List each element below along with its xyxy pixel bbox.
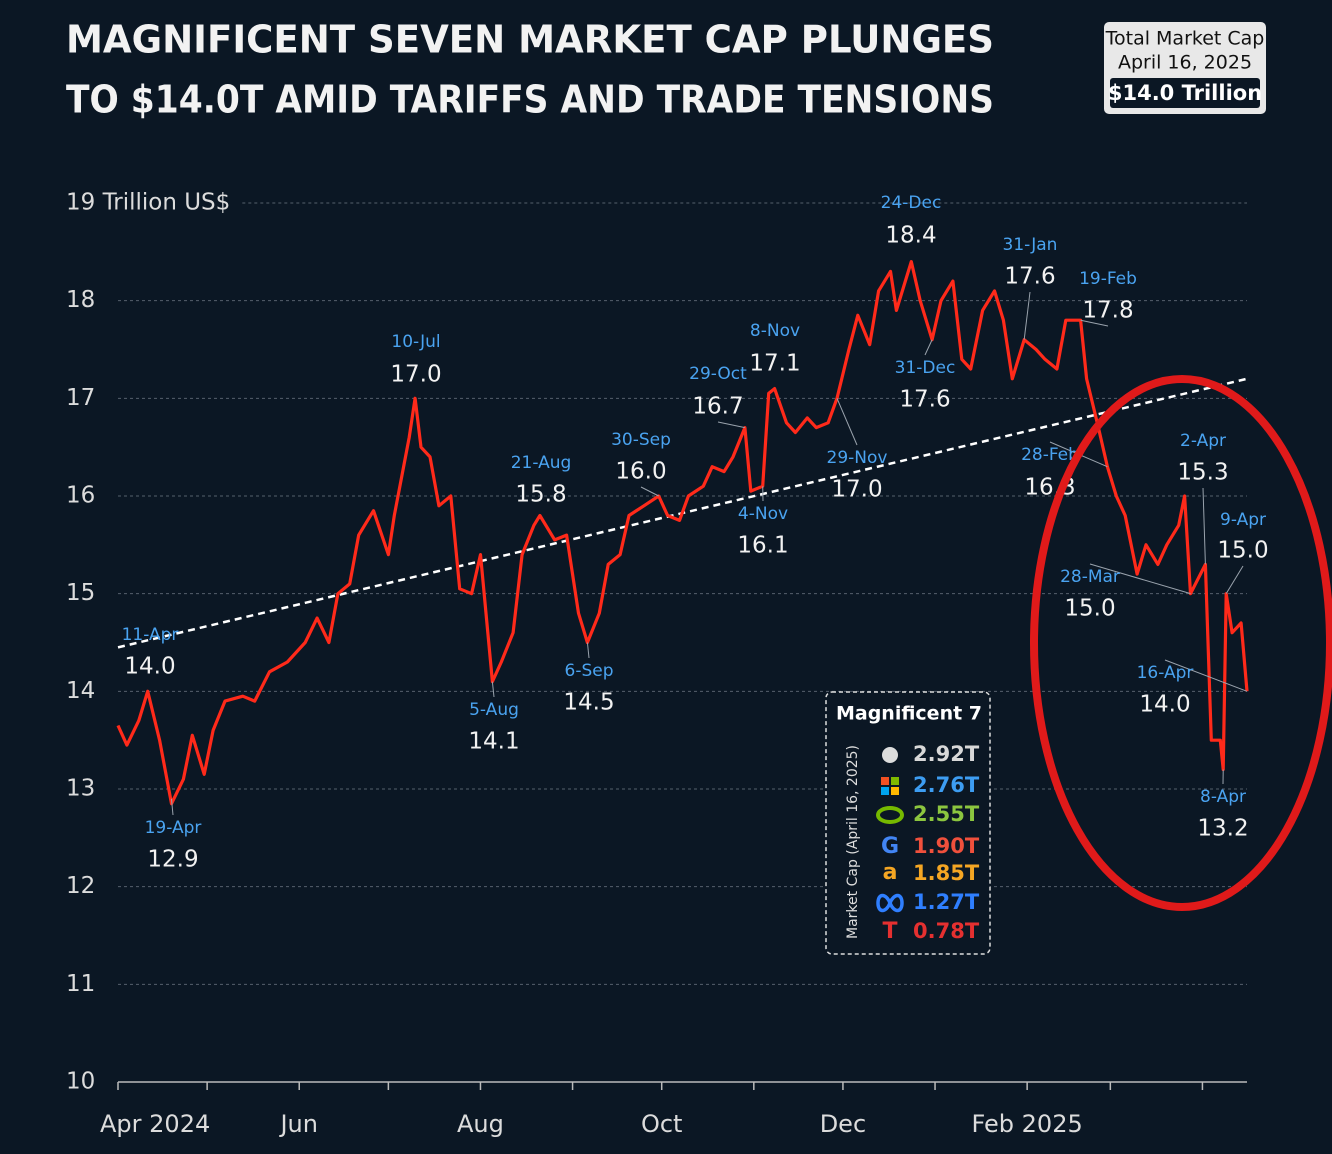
annotation-value: 14.0 — [1139, 692, 1190, 718]
annotation-date: 28-Mar — [1060, 567, 1120, 587]
leader-line — [717, 421, 745, 429]
annotation-value: 16.7 — [692, 394, 743, 420]
leader-line — [491, 681, 495, 698]
plot: 10 11 12 13 14 15 16 17 18 19 Trillion US$ Apr 202… — [66, 190, 1269, 1139]
apple-icon — [882, 747, 898, 763]
legend-subtitle: Market Cap (April 16, 2025) — [845, 745, 861, 939]
annotation-date: 31-Dec — [895, 358, 956, 378]
annotation-date: 28-Feb — [1021, 445, 1079, 465]
annotation-date: 6-Sep — [565, 661, 614, 681]
chart-title: MAGNIFICENT SEVEN MARKET CAP PLUNGES — [66, 18, 994, 62]
summary-title: Total Market Cap — [1105, 28, 1265, 50]
leader-line — [1164, 659, 1248, 692]
summary-date: April 16, 2025 — [1118, 52, 1252, 74]
annotation-value: 14.0 — [124, 654, 175, 680]
legend-value: 2.76T — [913, 773, 980, 797]
data-line — [116, 260, 1249, 806]
y-tick-label: 12 — [66, 873, 95, 899]
y-tick-label: 15 — [66, 580, 95, 606]
y-tick-label: 14 — [66, 678, 95, 704]
annotation-date: 30-Sep — [611, 430, 671, 450]
annotation-value: 18.4 — [885, 223, 936, 249]
microsoft-icon — [881, 777, 899, 795]
y-tick-label: 13 — [66, 776, 95, 802]
leader-line — [1080, 319, 1109, 327]
chart-title: TO $14.0T AMID TARIFFS AND TRADE TENSION… — [66, 78, 994, 122]
annotation-value: 17.0 — [390, 362, 441, 388]
annotation-date: 16-Apr — [1137, 663, 1194, 683]
y-tick-label: 10 — [66, 1069, 95, 1095]
annotation-date: 8-Nov — [750, 321, 800, 341]
summary-value: $14.0 Trillion — [1108, 81, 1262, 105]
y-tick-label: 17 — [66, 385, 95, 411]
annotation-date: 2-Apr — [1180, 431, 1226, 451]
annotation-value: 17.8 — [1082, 298, 1133, 324]
legend-value: 2.92T — [913, 742, 980, 766]
y-tick-label: 19 Trillion US$ — [66, 190, 230, 216]
annotation-value: 15.0 — [1217, 538, 1268, 564]
nvidia-icon — [876, 806, 904, 824]
annotation-date: 31-Jan — [1003, 235, 1058, 255]
annotation-date: 24-Dec — [881, 193, 942, 213]
tesla-icon: T — [882, 919, 897, 944]
y-tick-label: 16 — [66, 483, 95, 509]
x-tick-label: Jun — [278, 1110, 318, 1138]
leader-line — [640, 486, 659, 497]
annotation-value: 15.0 — [1064, 596, 1115, 622]
highlight-circle — [1030, 375, 1332, 911]
y-tick-label: 18 — [66, 287, 95, 313]
meta-icon — [876, 893, 904, 913]
leader-line — [924, 339, 933, 356]
leader-line — [170, 798, 174, 816]
annotation-value: 16.1 — [737, 533, 788, 559]
leader-line — [836, 398, 858, 446]
annotation-value: 14.1 — [468, 729, 519, 755]
legend-box — [825, 691, 991, 955]
annotation-date: 4-Nov — [738, 504, 788, 524]
annotation-date: 5-Aug — [469, 700, 519, 720]
annotation-value: 13.2 — [1197, 816, 1248, 842]
legend-value: 1.27T — [913, 890, 980, 914]
x-tick-label: Aug — [457, 1110, 504, 1138]
annotation-date: 19-Apr — [145, 818, 202, 838]
annotation-date: 8-Apr — [1200, 787, 1246, 807]
annotation-date: 10-Jul — [391, 332, 440, 352]
annotation-value: 17.0 — [831, 477, 882, 503]
annotation-value: 14.5 — [563, 690, 614, 716]
x-tick-label: Apr 2024 — [100, 1110, 210, 1138]
annotation-date: 29-Nov — [827, 448, 888, 468]
annotation-value: 17.6 — [899, 387, 950, 413]
annotation-date: 21-Aug — [511, 453, 572, 473]
leader-line — [586, 642, 590, 659]
annotation-value: 12.9 — [147, 847, 198, 873]
annotation-date: 11-Apr — [122, 625, 179, 645]
leader-line — [1225, 565, 1244, 594]
x-tick-label: Oct — [641, 1110, 683, 1138]
google-icon: G — [881, 834, 899, 859]
legend-value: 2.55T — [913, 802, 980, 826]
leader-line — [1023, 291, 1031, 340]
legend-title: Magnificent 7 — [836, 703, 982, 725]
y-tick-label: 11 — [66, 971, 95, 997]
annotation-value: 17.6 — [1004, 264, 1055, 290]
annotation-value: 17.1 — [749, 351, 800, 377]
leader-line — [1202, 487, 1206, 565]
x-tick-label: Dec — [820, 1110, 866, 1138]
summary-value-bg — [1110, 78, 1260, 108]
annotation-date: 29-Oct — [689, 364, 747, 384]
annotation-value: 15.3 — [1177, 460, 1228, 486]
amazon-icon: a — [883, 860, 898, 885]
annotation-date: 19-Feb — [1079, 269, 1137, 289]
annotation-date: 9-Apr — [1220, 510, 1266, 530]
x-tick-label: Feb 2025 — [972, 1110, 1083, 1138]
annotation-value: 15.8 — [515, 482, 566, 508]
legend: Magnificent 7 Market Cap (April 16, 2025… — [825, 691, 991, 955]
annotation-value: 16.0 — [615, 459, 666, 485]
legend-value: 0.78T — [913, 919, 980, 943]
leader-line — [1089, 563, 1191, 595]
legend-value: 1.85T — [913, 861, 980, 885]
legend-value: 1.90T — [913, 834, 980, 858]
